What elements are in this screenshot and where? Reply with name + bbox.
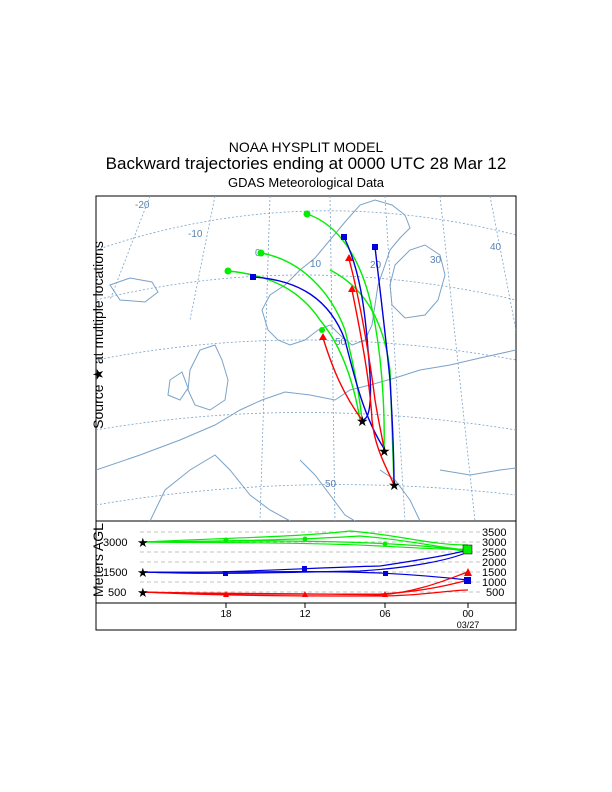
time-ticks: 18 12 06 00 03/27 bbox=[220, 609, 479, 630]
traj-red-2 bbox=[348, 258, 385, 451]
green-marker bbox=[319, 327, 325, 333]
alt-red-2 bbox=[142, 589, 469, 597]
parallel-line bbox=[96, 484, 516, 506]
altitude-source-stars: ★ ★ ★ bbox=[137, 535, 149, 600]
traj-blue-3 bbox=[374, 246, 395, 486]
italy-coast bbox=[299, 459, 356, 521]
altitude-traces bbox=[142, 530, 469, 597]
traj-green-2 bbox=[260, 252, 363, 421]
time-tick-label: 00 bbox=[462, 609, 474, 620]
right-tick-label: 2500 bbox=[482, 547, 506, 559]
balkan-coast bbox=[379, 469, 421, 521]
time-tick-label: 18 bbox=[220, 609, 232, 620]
met-data-title: GDAS Meteorological Data bbox=[227, 175, 385, 190]
graticule-label: -10 bbox=[188, 229, 203, 240]
page-title: Backward trajectories ending at 0000 UTC… bbox=[105, 154, 507, 173]
scandinavia-coast bbox=[261, 199, 411, 346]
graticule-labels: -20 -10 0 10 20 30 40 50 50 20 bbox=[135, 200, 502, 490]
star-icon: ★ bbox=[137, 565, 149, 580]
time-tick-marks bbox=[225, 603, 469, 608]
right-tick-label: 2000 bbox=[482, 557, 506, 569]
graticule-label: -20 bbox=[135, 200, 150, 211]
graticule-label: 50 bbox=[335, 337, 347, 348]
date-label: 03/27 bbox=[457, 620, 480, 630]
altitude-frame bbox=[95, 520, 517, 631]
iceland-coast bbox=[109, 277, 159, 303]
left-tick-label: 500 bbox=[108, 587, 126, 599]
altitude-panel: 3000 1500 500 3500 3000 2500 2000 1500 1… bbox=[96, 527, 516, 630]
meridian-line bbox=[489, 196, 516, 331]
parallel-line bbox=[96, 210, 516, 251]
graticule-label: 40 bbox=[490, 242, 502, 253]
coastlines bbox=[96, 199, 516, 521]
meridian-line bbox=[329, 196, 336, 521]
altitude-markers bbox=[223, 536, 473, 597]
right-tick-label: 1500 bbox=[482, 567, 506, 579]
green-marker bbox=[224, 267, 232, 275]
star-icon: ★ bbox=[137, 585, 149, 600]
traj-red-1 bbox=[322, 337, 363, 421]
alt-green-4 bbox=[142, 541, 469, 550]
right-ticks: 3500 3000 2500 2000 1500 1000 500 bbox=[482, 527, 506, 599]
red-marker bbox=[319, 333, 327, 340]
blue-marker bbox=[372, 244, 378, 250]
star-icon: ★ bbox=[378, 443, 391, 459]
left-tick-label: 1500 bbox=[103, 567, 127, 579]
green-marker bbox=[257, 249, 265, 257]
graticule-label: 50 bbox=[325, 479, 337, 490]
traj-blue-1 bbox=[252, 276, 386, 451]
parallel-line bbox=[96, 412, 516, 431]
trajectories bbox=[227, 213, 395, 486]
graticule-label: 10 bbox=[310, 259, 322, 270]
alt-red-3 bbox=[142, 571, 469, 596]
alt-green-3 bbox=[142, 540, 469, 553]
alt-blue-3 bbox=[142, 551, 469, 574]
star-icon: ★ bbox=[137, 535, 149, 550]
alt-green-1 bbox=[142, 530, 469, 546]
left-tick-label: 3000 bbox=[103, 537, 127, 549]
model-title: NOAA HYSPLIT MODEL bbox=[228, 139, 384, 155]
traj-green-3 bbox=[306, 213, 385, 451]
meridian-line bbox=[439, 196, 476, 521]
red-marker bbox=[345, 254, 353, 261]
continent-coast bbox=[96, 349, 516, 471]
blue-marker bbox=[250, 274, 256, 280]
meridian-line bbox=[109, 196, 151, 301]
red-marker bbox=[348, 285, 356, 292]
parallel-line bbox=[96, 274, 516, 301]
parallel-line bbox=[96, 339, 516, 361]
right-tick-label: 3500 bbox=[482, 527, 506, 539]
trajectory-markers bbox=[224, 210, 378, 340]
time-tick-label: 06 bbox=[379, 609, 391, 620]
great-britain-coast bbox=[187, 344, 229, 411]
blue-marker bbox=[341, 234, 347, 240]
star-icon: ★ bbox=[388, 477, 401, 493]
left-ticks: 3000 1500 500 bbox=[103, 537, 127, 599]
source-stars: ★ ★ ★ bbox=[356, 413, 401, 493]
green-marker bbox=[303, 210, 311, 218]
graticule-label: 30 bbox=[430, 255, 442, 266]
star-icon: ★ bbox=[356, 413, 369, 429]
meridian-line bbox=[189, 196, 216, 321]
traj-red-3 bbox=[351, 289, 395, 486]
time-tick-label: 12 bbox=[299, 609, 311, 620]
graticule-label: 20 bbox=[370, 260, 382, 271]
ireland-coast bbox=[167, 371, 189, 401]
meridian-line bbox=[259, 196, 271, 521]
map-area: -20 -10 0 10 20 30 40 50 50 20 bbox=[96, 196, 516, 521]
iberia-france-coast bbox=[149, 454, 291, 521]
alt-blue-2 bbox=[142, 571, 469, 581]
black-sea-coast bbox=[439, 467, 516, 476]
right-tick-label: 1000 bbox=[482, 577, 506, 589]
right-tick-label: 3000 bbox=[482, 537, 506, 549]
finland-coast bbox=[389, 244, 446, 319]
right-tick-label: 500 bbox=[486, 587, 504, 599]
